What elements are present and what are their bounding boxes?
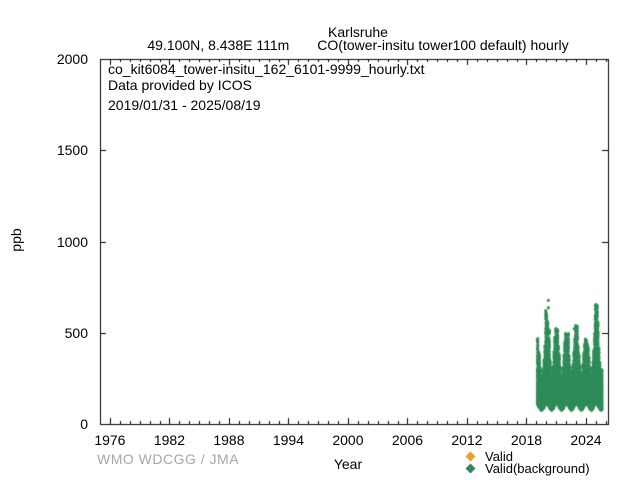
legend-label-valid-background: Valid(background) [485, 461, 590, 476]
data-file-name: co_kit6084_tower-insitu_162_6101-9999_ho… [108, 61, 425, 77]
y-tick-label-1500: 1500 [56, 142, 88, 159]
y-tick-label-1000: 1000 [56, 233, 88, 250]
valid-diamond-icon [465, 451, 476, 462]
x-axis-label: Year [333, 456, 363, 472]
x-tick-label-2024: 2024 [570, 432, 602, 448]
legend-entry-valid-background: Valid(background) [465, 461, 590, 476]
station-location: 49.100N, 8.438E 111m [147, 37, 290, 53]
x-tick-label-2018: 2018 [510, 432, 543, 448]
x-tick-label-1988: 1988 [213, 432, 245, 448]
valid-background-diamond-icon [465, 463, 476, 474]
legend-entry-valid: Valid [465, 449, 513, 464]
data-date-range: 2019/01/31 - 2025/08/19 [108, 97, 261, 113]
x-tick-label-1976: 1976 [94, 432, 126, 448]
y-axis-label: ppb [8, 228, 24, 252]
x-tick-label-1994: 1994 [272, 432, 305, 448]
plot-subtitle: 49.100N, 8.438E 111m CO(tower-insitu tow… [0, 37, 640, 53]
x-tick-label-2006: 2006 [391, 432, 424, 448]
legend-label-valid: Valid [485, 449, 513, 464]
y-tick-label-500: 500 [64, 324, 88, 341]
y-tick-label-2000: 2000 [56, 51, 88, 67]
x-tick-label-1982: 1982 [153, 432, 185, 448]
measurement-description: CO(tower-insitu tower100 default) hourly [317, 37, 569, 53]
x-tick-label-2012: 2012 [451, 432, 483, 448]
wdcgg-credit: WMO WDCGG / JMA [97, 451, 240, 467]
x-tick-label-2000: 2000 [332, 432, 364, 448]
y-tick-label-0: 0 [80, 416, 88, 432]
data-provider: Data provided by ICOS [108, 77, 252, 93]
station-title: Karlsruhe [328, 24, 388, 40]
